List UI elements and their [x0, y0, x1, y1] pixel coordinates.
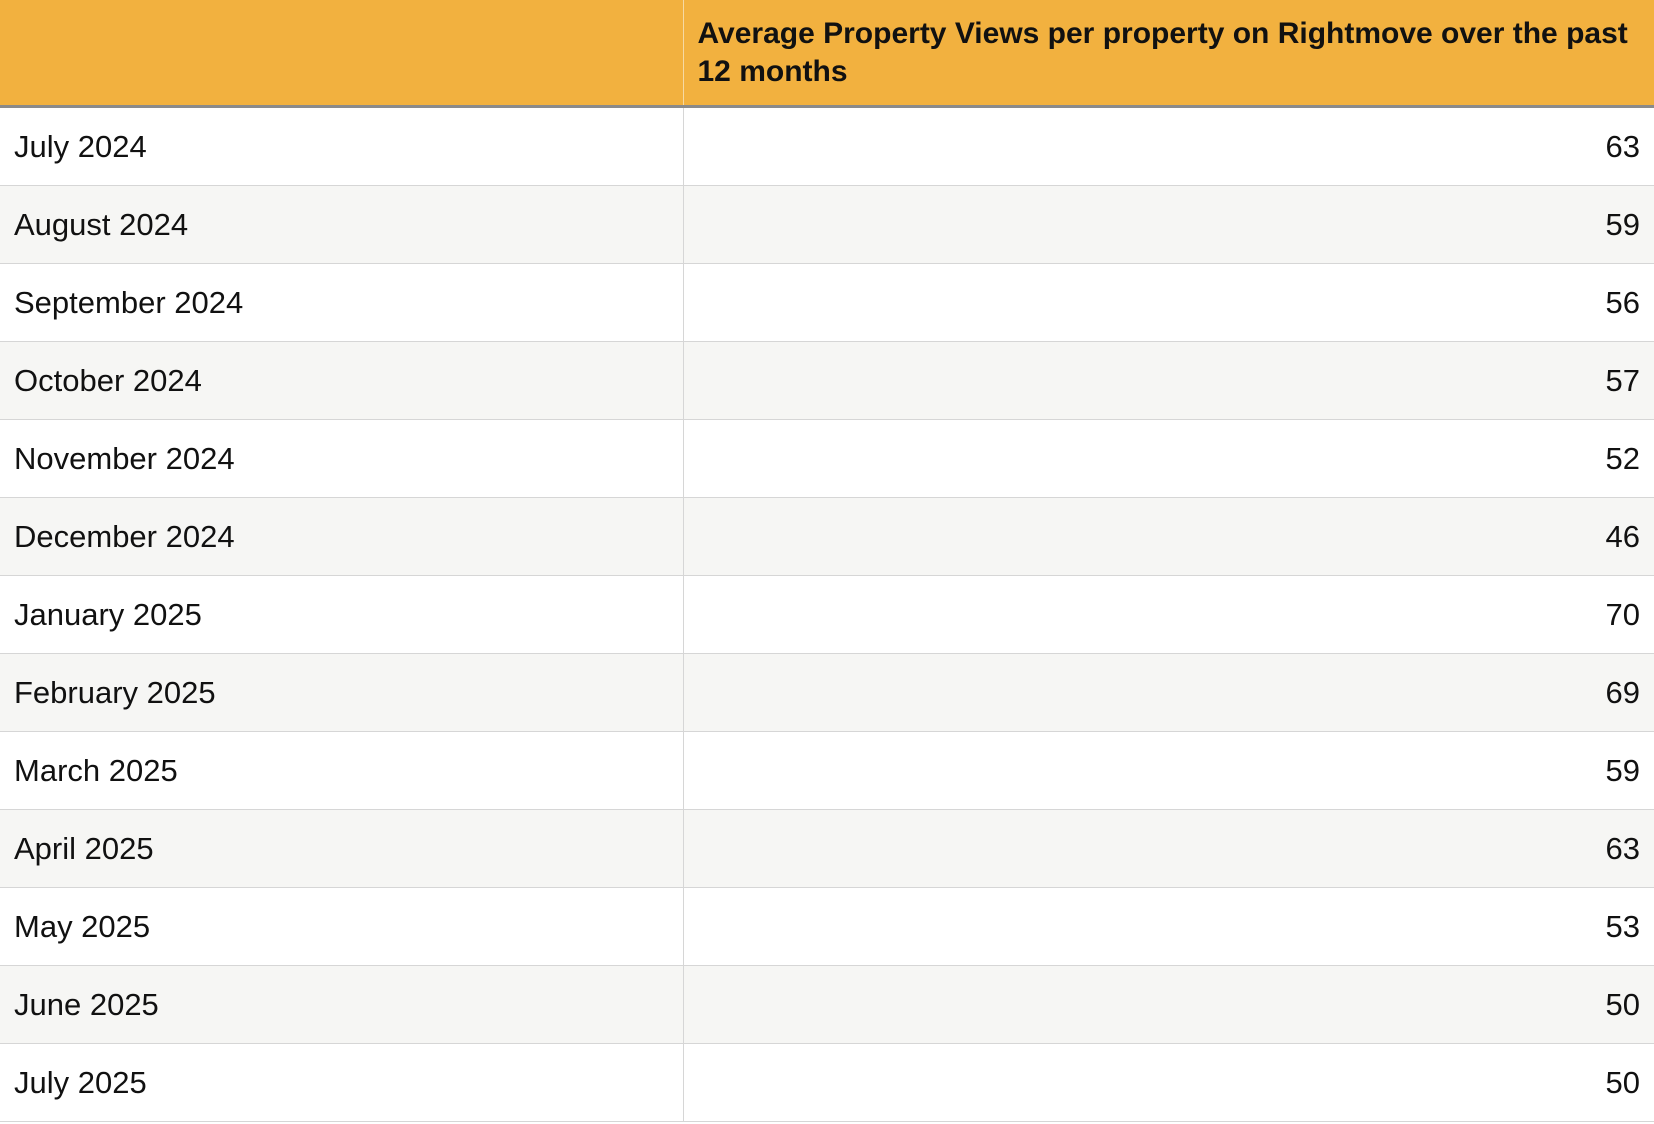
views-cell: 70: [683, 575, 1654, 654]
month-cell: May 2025: [0, 887, 684, 966]
table-body: July 2024 63 August 2024 59 September 2024 56…: [0, 106, 1654, 1122]
views-cell: 52: [683, 419, 1654, 498]
table-row: August 2024 59: [0, 185, 1654, 264]
views-cell: 63: [683, 106, 1654, 186]
table-row: February 2025 69: [0, 653, 1654, 732]
views-cell: 53: [683, 887, 1654, 966]
table-row: October 2024 57: [0, 341, 1654, 420]
header-row: Average Property Views per property on R…: [0, 0, 1654, 108]
table-row: April 2025 63: [0, 809, 1654, 888]
month-cell: October 2024: [0, 341, 684, 420]
views-cell: 57: [683, 341, 1654, 420]
table-row: December 2024 46: [0, 497, 1654, 576]
views-cell: 69: [683, 653, 1654, 732]
month-cell: March 2025: [0, 731, 684, 810]
views-cell: 59: [683, 731, 1654, 810]
month-cell: January 2025: [0, 575, 684, 654]
views-cell: 63: [683, 809, 1654, 888]
table-header: Average Property Views per property on R…: [0, 0, 1654, 108]
table-row: September 2024 56: [0, 263, 1654, 342]
views-cell: 59: [683, 185, 1654, 264]
header-cell-month: [0, 0, 684, 108]
month-cell: November 2024: [0, 419, 684, 498]
table-row: March 2025 59: [0, 731, 1654, 810]
views-cell: 56: [683, 263, 1654, 342]
month-cell: August 2024: [0, 185, 684, 264]
month-cell: December 2024: [0, 497, 684, 576]
table-row: November 2024 52: [0, 419, 1654, 498]
month-cell: April 2025: [0, 809, 684, 888]
views-cell: 50: [683, 965, 1654, 1044]
month-cell: September 2024: [0, 263, 684, 342]
views-cell: 50: [683, 1043, 1654, 1122]
month-cell: June 2025: [0, 965, 684, 1044]
table-row: January 2025 70: [0, 575, 1654, 654]
table-row: July 2025 50: [0, 1043, 1654, 1122]
month-cell: July 2024: [0, 106, 684, 186]
header-cell-views: Average Property Views per property on R…: [683, 0, 1654, 108]
table-row: June 2025 50: [0, 965, 1654, 1044]
views-cell: 46: [683, 497, 1654, 576]
table-row: May 2025 53: [0, 887, 1654, 966]
table-row: July 2024 63: [0, 106, 1654, 186]
month-cell: February 2025: [0, 653, 684, 732]
month-cell: July 2025: [0, 1043, 684, 1122]
